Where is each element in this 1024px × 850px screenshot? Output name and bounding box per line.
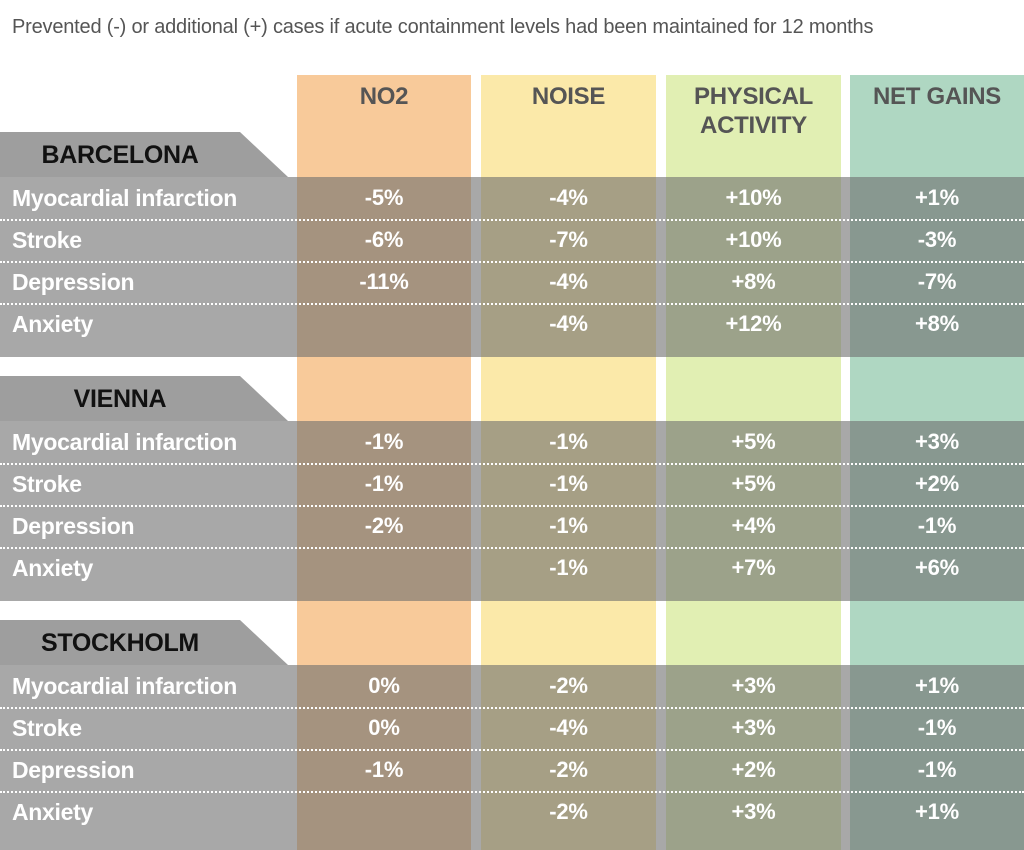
table-row: Myocardial infarction -1% -1% +5% +3% [0, 423, 1024, 465]
data-label: +3% [914, 429, 960, 454]
data-label: -3% [917, 227, 957, 252]
table-row: Depression -2% -1% +4% -1% [0, 507, 1024, 549]
row-label: Stroke [12, 227, 82, 253]
data-label: +10% [725, 185, 782, 210]
data-label: 0% [368, 673, 400, 698]
table-row: Stroke 0% -4% +3% -1% [0, 709, 1024, 751]
data-label: +1% [914, 673, 960, 698]
table-row: Myocardial infarction 0% -2% +3% +1% [0, 667, 1024, 709]
city-band [0, 665, 1024, 850]
data-label: +3% [731, 673, 776, 698]
data-label: -2% [549, 757, 588, 782]
data-label: -6% [364, 227, 404, 252]
city-label: STOCKHOLM [0, 620, 288, 665]
data-label: -1% [549, 513, 588, 538]
data-label: +1% [914, 185, 960, 210]
row-label: Depression [12, 757, 135, 783]
data-label: -2% [364, 513, 404, 538]
data-label: 0% [368, 715, 400, 740]
data-label: +8% [914, 311, 960, 336]
data-label: +3% [731, 799, 776, 824]
data-label: +2% [914, 471, 960, 496]
data-label: -1% [549, 429, 588, 454]
column-header-no2: NO2 [359, 83, 409, 110]
data-label: +2% [731, 757, 776, 782]
city-label: BARCELONA [0, 132, 288, 177]
table-row: Depression -1% -2% +2% -1% [0, 751, 1024, 793]
data-label: +3% [731, 715, 776, 740]
data-label: +1% [914, 799, 960, 824]
column-header-physical-activity: PHYSICAL ACTIVITY [694, 83, 813, 139]
data-label: -2% [549, 673, 588, 698]
data-label: -4% [549, 185, 588, 210]
row-label: Anxiety [12, 799, 93, 825]
data-label: +5% [731, 471, 776, 496]
data-label: +4% [731, 513, 776, 538]
data-label: +10% [725, 227, 782, 252]
data-label: +7% [731, 555, 776, 580]
data-label: -7% [917, 269, 957, 294]
row-label: Depression [12, 513, 135, 539]
row-label: Myocardial infarction [12, 429, 238, 455]
data-label: -7% [549, 227, 588, 252]
data-label: -4% [549, 269, 588, 294]
data-label: -1% [549, 471, 588, 496]
city-band [0, 421, 1024, 601]
table-row: Stroke -1% -1% +5% +2% [0, 465, 1024, 507]
data-label: +5% [731, 429, 776, 454]
row-label: Stroke [12, 715, 82, 741]
row-label: Myocardial infarction [12, 673, 238, 699]
data-label: -11% [359, 269, 409, 294]
table-row: Anxiety -2% +3% +1% [0, 793, 1024, 835]
data-label: -5% [364, 185, 404, 210]
data-label: -1% [917, 757, 957, 782]
data-label: -4% [549, 311, 588, 336]
data-label: -4% [549, 715, 588, 740]
data-label: -1% [917, 513, 957, 538]
city-band [0, 177, 1024, 357]
data-label: -1% [364, 471, 404, 496]
row-label: Stroke [12, 471, 82, 497]
table-row: Anxiety -4% +12% +8% [0, 305, 1024, 347]
data-label: -1% [549, 555, 588, 580]
row-label: Anxiety [12, 555, 93, 581]
table-row: Depression -11% -4% +8% -7% [0, 263, 1024, 305]
table-row: Anxiety -1% +7% +6% [0, 549, 1024, 591]
row-label: Anxiety [12, 311, 93, 337]
data-label: +12% [725, 311, 782, 336]
data-label: -2% [549, 799, 588, 824]
column-header-noise: NOISE [531, 83, 606, 110]
table-row: Myocardial infarction -5% -4% +10% +1% [0, 179, 1024, 221]
data-label: -1% [917, 715, 957, 740]
city-label: VIENNA [0, 376, 288, 421]
data-label: -1% [364, 757, 404, 782]
table-row: Stroke -6% -7% +10% -3% [0, 221, 1024, 263]
row-label: Depression [12, 269, 135, 295]
column-header-net-gains: NET GAINS [873, 83, 1001, 110]
chart-title: Prevented (-) or additional (+) cases if… [12, 16, 874, 38]
row-label: Myocardial infarction [12, 185, 238, 211]
data-label: +8% [731, 269, 776, 294]
data-label: -1% [364, 429, 404, 454]
data-label: +6% [914, 555, 960, 580]
